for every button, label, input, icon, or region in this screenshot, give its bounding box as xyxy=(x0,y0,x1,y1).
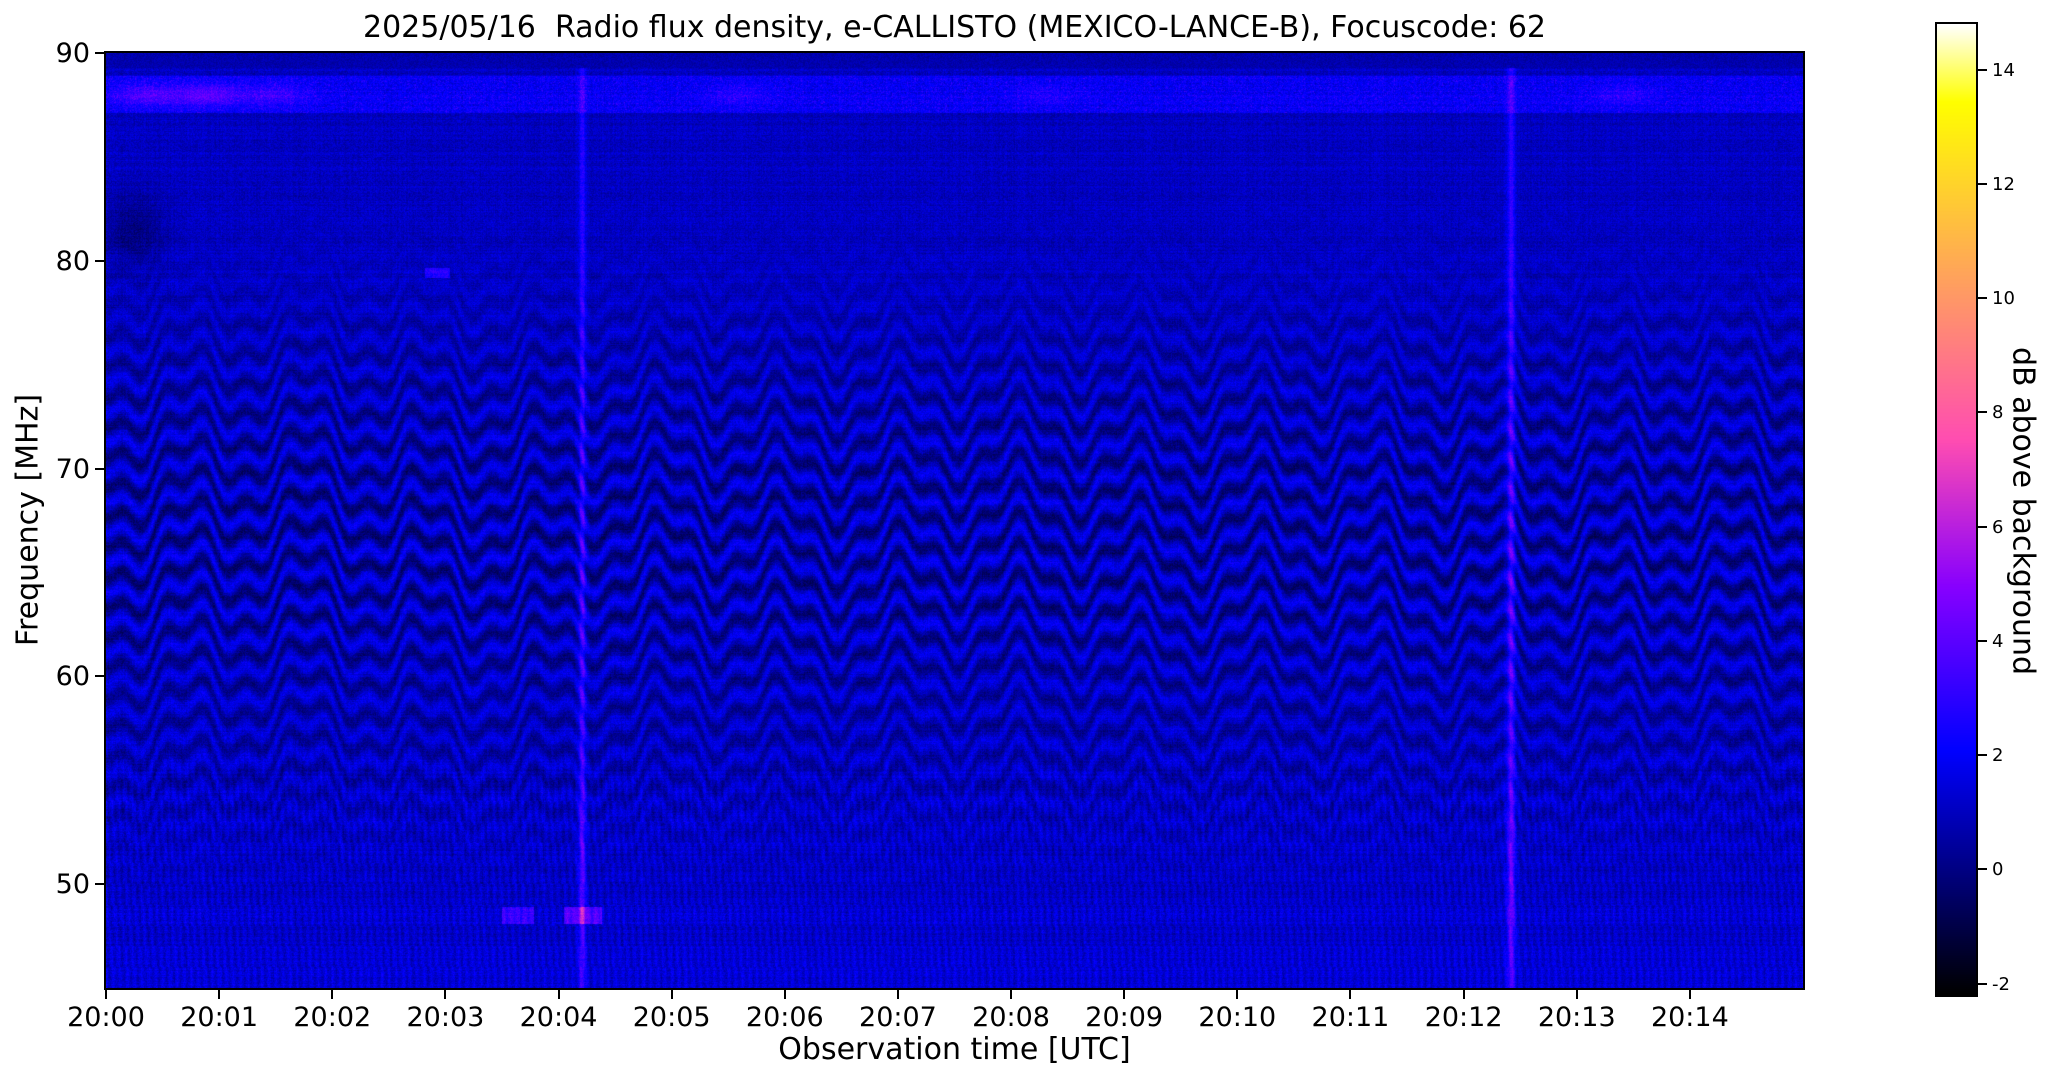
x-tick-mark xyxy=(1688,990,1691,999)
y-tick-mark xyxy=(95,52,104,54)
colorbar-label: dB above background xyxy=(2005,346,2041,676)
y-tick-label: 80 xyxy=(55,245,90,277)
colorbar-tick-mark xyxy=(1978,411,1987,414)
x-tick-label: 20:14 xyxy=(1650,1002,1729,1033)
x-tick-label: 20:13 xyxy=(1537,1002,1616,1033)
colorbar-tick-mark xyxy=(1978,297,1987,300)
x-tick-label: 20:00 xyxy=(67,1002,145,1033)
x-tick-mark xyxy=(1123,990,1126,999)
x-tick-mark xyxy=(1349,990,1352,999)
colorbar-tick-label: 0 xyxy=(1992,859,2004,881)
x-tick-label: 20:10 xyxy=(1198,1002,1277,1033)
x-tick-label: 20:02 xyxy=(293,1002,372,1033)
y-tick-mark xyxy=(95,259,104,262)
plot-area xyxy=(104,51,1805,990)
y-tick-label: 60 xyxy=(55,661,90,693)
colorbar-tick-mark xyxy=(1978,182,1987,185)
x-tick-mark xyxy=(783,990,786,999)
x-tick-label: 20:03 xyxy=(406,1002,485,1033)
colorbar-tick-label: 12 xyxy=(1992,173,2015,195)
x-tick-mark xyxy=(1575,990,1578,999)
spectrogram-canvas xyxy=(106,53,1803,988)
colorbar-tick-mark xyxy=(1978,982,1987,985)
colorbar xyxy=(1935,22,1978,997)
colorbar-canvas xyxy=(1937,24,1976,995)
x-tick-label: 20:04 xyxy=(519,1002,598,1033)
y-tick-label: 50 xyxy=(55,869,90,901)
x-axis-label: Observation time [UTC] xyxy=(778,1032,1131,1067)
chart-title: 2025/05/16 Radio flux density, e-CALLIST… xyxy=(362,10,1547,45)
x-tick-mark xyxy=(1236,990,1239,999)
colorbar-tick-label: 14 xyxy=(1992,59,2015,81)
colorbar-tick-mark xyxy=(1978,754,1987,757)
x-tick-label: 20:01 xyxy=(180,1002,259,1033)
colorbar-tick-label: 10 xyxy=(1992,288,2015,310)
x-tick-label: 20:09 xyxy=(1085,1002,1164,1033)
x-tick-label: 20:08 xyxy=(972,1002,1050,1033)
colorbar-tick-label: -2 xyxy=(1992,973,2010,995)
x-tick-label: 20:12 xyxy=(1424,1002,1503,1033)
y-tick-label: 90 xyxy=(55,38,90,69)
x-tick-mark xyxy=(896,990,899,999)
x-tick-mark xyxy=(1462,990,1465,999)
x-tick-label: 20:07 xyxy=(859,1002,937,1033)
x-tick-label: 20:06 xyxy=(745,1002,824,1033)
y-tick-mark xyxy=(95,675,104,678)
x-tick-mark xyxy=(331,990,334,999)
x-tick-mark xyxy=(105,990,107,999)
colorbar-tick-label: 4 xyxy=(1992,630,2004,652)
colorbar-tick-label: 6 xyxy=(1992,516,2004,538)
colorbar-tick-mark xyxy=(1978,525,1987,528)
y-tick-label: 70 xyxy=(55,453,90,485)
y-tick-mark xyxy=(95,883,104,886)
x-tick-mark xyxy=(1010,990,1013,999)
colorbar-tick-label: 8 xyxy=(1992,402,2004,424)
y-axis-label: Frequency [MHz] xyxy=(10,393,46,647)
colorbar-tick-mark xyxy=(1978,639,1987,642)
x-tick-mark xyxy=(444,990,447,999)
x-tick-label: 20:05 xyxy=(632,1002,711,1033)
x-tick-label: 20:11 xyxy=(1311,1002,1390,1033)
x-tick-mark xyxy=(670,990,673,999)
colorbar-tick-mark xyxy=(1978,68,1987,71)
colorbar-tick-label: 2 xyxy=(1992,745,2004,767)
y-tick-mark xyxy=(95,467,104,470)
colorbar-tick-mark xyxy=(1978,868,1987,871)
x-tick-mark xyxy=(218,990,221,999)
x-tick-mark xyxy=(557,990,560,999)
